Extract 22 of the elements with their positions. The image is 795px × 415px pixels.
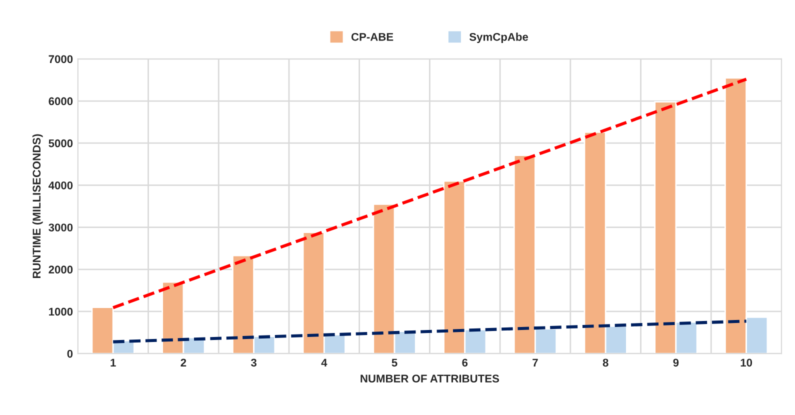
- y-tick-label: 5000: [48, 139, 73, 148]
- x-tick-label: 9: [673, 358, 679, 367]
- x-tick-label: 2: [180, 358, 186, 366]
- y-tick-label: 2000: [48, 266, 73, 274]
- x-axis-title: NUMBER OF ATTRIBUTES: [360, 374, 500, 383]
- y-tick-label: 4000: [48, 181, 73, 190]
- x-tick-label: 10: [740, 358, 752, 367]
- y-tick-label: 3000: [48, 224, 73, 232]
- x-tick-label: 8: [602, 358, 608, 367]
- x-tick-label: 6: [462, 358, 468, 367]
- y-tick-label: 1000: [49, 308, 73, 316]
- y-tick-label: 7000: [48, 55, 73, 64]
- y-axis-title: RUNTIME (MILLISECONDS): [32, 134, 43, 278]
- x-tick-label: 7: [532, 358, 538, 366]
- x-tick-label: 4: [321, 358, 328, 366]
- y-tick-label: 0: [67, 350, 73, 358]
- x-tick-label: 3: [250, 358, 256, 367]
- x-tick-label: 5: [392, 358, 398, 367]
- x-tick-label: 1: [110, 358, 116, 366]
- y-tick-label: 6000: [48, 97, 73, 106]
- legend-label: SymCpAbe: [469, 32, 528, 44]
- legend-label: CP-ABE: [351, 32, 394, 41]
